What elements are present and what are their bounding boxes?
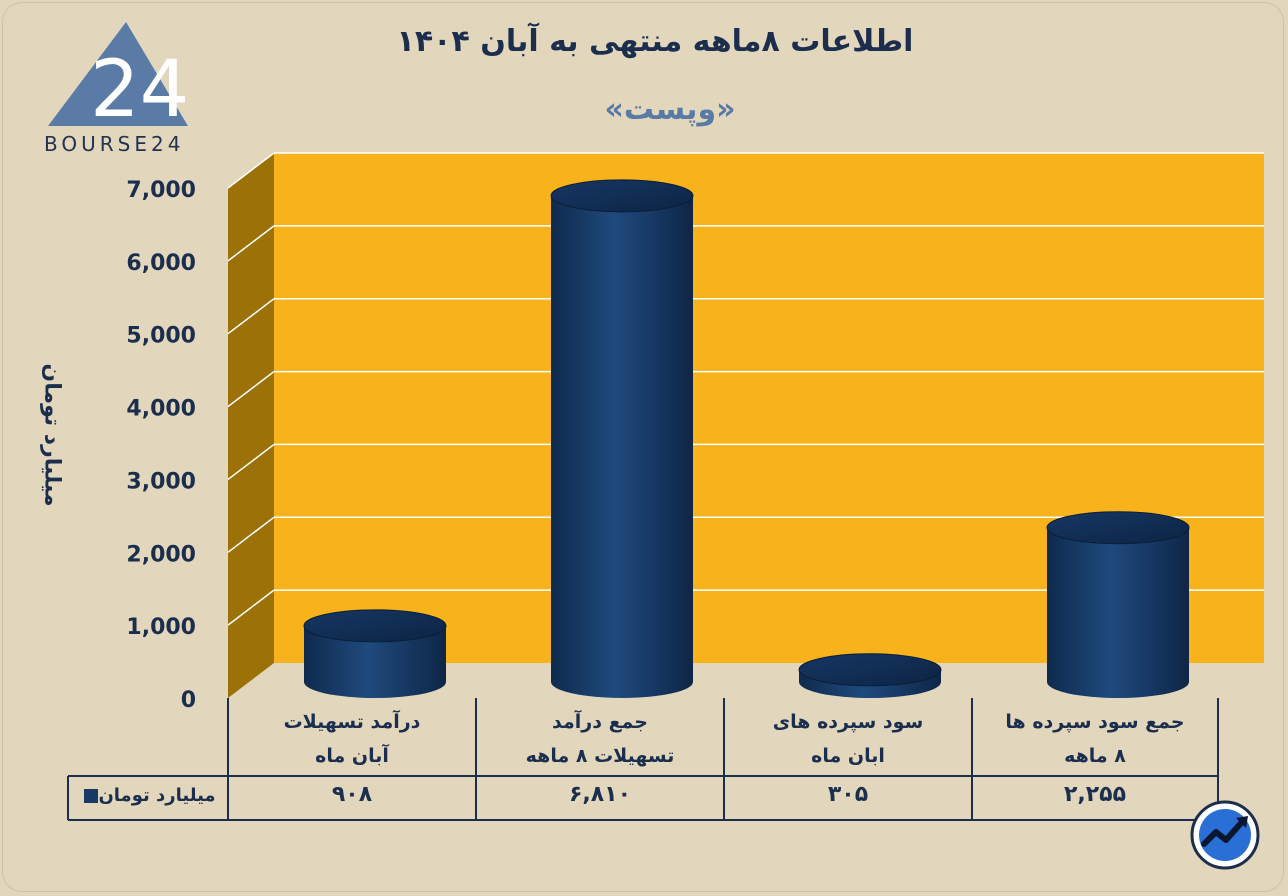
chart-subtitle: «وپست» — [604, 92, 736, 127]
gridline-side-2 — [227, 516, 275, 553]
bar-2 — [550, 179, 694, 698]
category-label-3: سود سپرده های ابان ماه — [772, 711, 924, 767]
plot-side-wall — [228, 153, 274, 698]
legend-entry: میلیارد تومان — [68, 776, 226, 818]
bar-body-1 — [304, 625, 446, 698]
bar-body-4 — [1047, 527, 1189, 698]
legend-swatch — [84, 789, 99, 803]
category-label-2: جمع درآمد تسهیلات ۸ ماهه — [525, 711, 675, 767]
y-tick-label-6: 6,000 — [126, 251, 196, 276]
y-tick-labels: 0 1,000 2,000 3,000 4,000 5,000 6,000 7,000 — [126, 178, 196, 713]
plot-back-wall — [274, 153, 1264, 663]
data-label-3: ۳۰۵ — [827, 782, 869, 807]
gridline-side-3 — [227, 443, 275, 481]
bar-top-4 — [1046, 511, 1190, 545]
category-label-1: درآمد تسهیلات آبان ماه — [283, 711, 421, 767]
gridline-side-6 — [227, 225, 275, 262]
logo-text: BOURSE24 — [44, 132, 185, 156]
y-tick-label-7: 7,000 — [126, 178, 196, 203]
gridline-side-1 — [227, 589, 275, 626]
bar-top-3 — [798, 653, 942, 687]
bourse24-logo: 24 — [48, 22, 189, 135]
y-tick-label-3: 3,000 — [126, 469, 196, 494]
svg-text:24: 24 — [90, 45, 189, 135]
chart-title: اطلاعات ۸ماهه منتهی به آبان ۱۴۰۴ — [396, 24, 914, 59]
legend-series-name: میلیارد تومان — [98, 785, 216, 806]
bar-body-2 — [551, 195, 693, 698]
y-tick-label-4: 4,000 — [126, 397, 196, 422]
bar-top-1 — [303, 609, 447, 643]
y-tick-label-1: 1,000 — [126, 615, 196, 640]
y-tick-label-5: 5,000 — [126, 324, 196, 349]
bar-4 — [1046, 511, 1190, 698]
category-label-4: جمع سود سپرده ها ۸ ماهه — [1005, 711, 1185, 767]
gridline-side-5 — [227, 298, 275, 335]
y-tick-label-2: 2,000 — [126, 542, 196, 567]
bar-top-2 — [550, 179, 694, 213]
gridline-side-7 — [227, 152, 275, 189]
bars — [303, 179, 1190, 698]
data-label-4: ۲,۲۵۵ — [1063, 782, 1127, 807]
y-tick-label-0: 0 — [181, 688, 196, 713]
data-label-1: ۹۰۸ — [331, 782, 373, 807]
trend-arrow-icon — [1190, 800, 1260, 870]
bar-3 — [798, 653, 942, 698]
bar-1 — [303, 609, 447, 698]
gridline-side-4 — [227, 370, 275, 408]
data-label-2: ۶,۸۱۰ — [568, 782, 632, 807]
